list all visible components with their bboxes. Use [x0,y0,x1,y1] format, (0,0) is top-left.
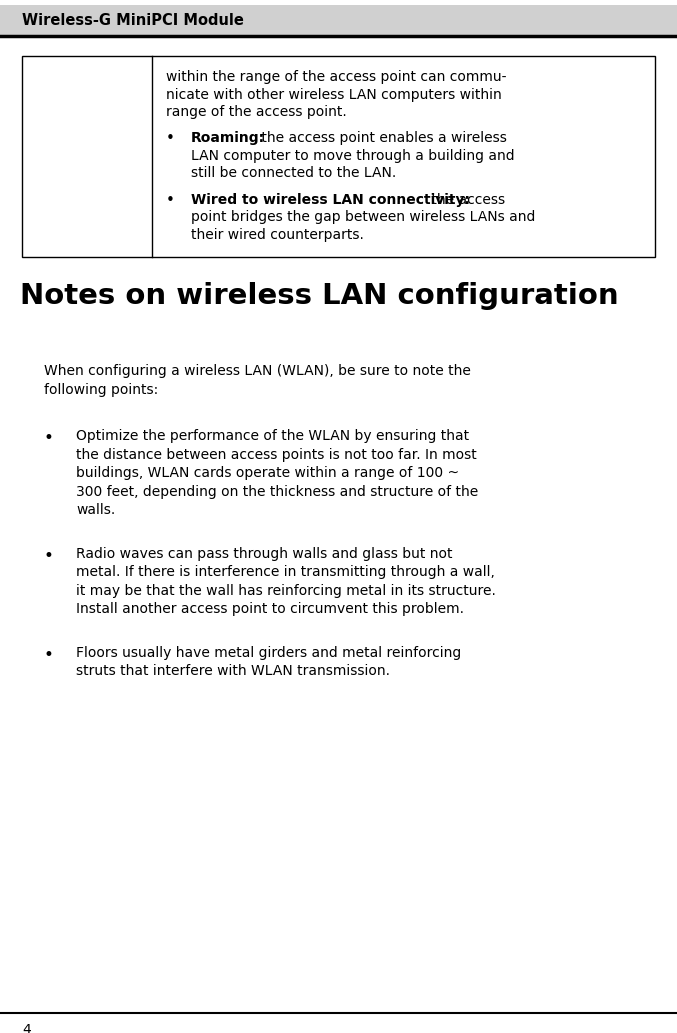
Text: •: • [44,546,54,564]
Text: still be connected to the LAN.: still be connected to the LAN. [191,166,396,180]
Text: 300 feet, depending on the thickness and structure of the: 300 feet, depending on the thickness and… [76,484,478,499]
Text: •: • [44,646,54,663]
Text: the access: the access [427,192,505,207]
Text: following points:: following points: [44,382,158,397]
Text: •: • [44,429,54,447]
Text: Wired to wireless LAN connectivity:: Wired to wireless LAN connectivity: [191,192,470,207]
Text: •: • [166,192,175,208]
Bar [22,56,655,257]
Text: it may be that the wall has reinforcing metal in its structure.: it may be that the wall has reinforcing … [76,584,496,597]
Text: metal. If there is interference in transmitting through a wall,: metal. If there is interference in trans… [76,565,495,580]
Text: within the range of the access point can commu-: within the range of the access point can… [166,70,506,84]
Text: Roaming:: Roaming: [191,131,265,146]
Bar [0,5,677,36]
Text: buildings, WLAN cards operate within a range of 100 ~: buildings, WLAN cards operate within a r… [76,466,459,480]
Text: Optimize the performance of the WLAN by ensuring that: Optimize the performance of the WLAN by … [76,429,469,443]
Text: 4: 4 [22,1023,30,1033]
Text: the access point enables a wireless: the access point enables a wireless [257,131,506,146]
Text: Wireless-G MiniPCI Module: Wireless-G MiniPCI Module [22,13,244,28]
Text: the distance between access points is not too far. In most: the distance between access points is no… [76,447,477,462]
Text: LAN computer to move through a building and: LAN computer to move through a building … [191,149,515,163]
Text: walls.: walls. [76,503,115,516]
Text: struts that interfere with WLAN transmission.: struts that interfere with WLAN transmis… [76,664,390,678]
Text: their wired counterparts.: their wired counterparts. [191,227,364,242]
Text: Radio waves can pass through walls and glass but not: Radio waves can pass through walls and g… [76,546,452,561]
Text: Notes on wireless LAN configuration: Notes on wireless LAN configuration [20,282,619,310]
Text: nicate with other wireless LAN computers within: nicate with other wireless LAN computers… [166,88,502,101]
Text: Floors usually have metal girders and metal reinforcing: Floors usually have metal girders and me… [76,646,461,659]
Text: Install another access point to circumvent this problem.: Install another access point to circumve… [76,602,464,616]
Text: •: • [166,131,175,147]
Text: When configuring a wireless LAN (WLAN), be sure to note the: When configuring a wireless LAN (WLAN), … [44,364,471,378]
Text: range of the access point.: range of the access point. [166,105,347,119]
Text: point bridges the gap between wireless LANs and: point bridges the gap between wireless L… [191,210,535,224]
